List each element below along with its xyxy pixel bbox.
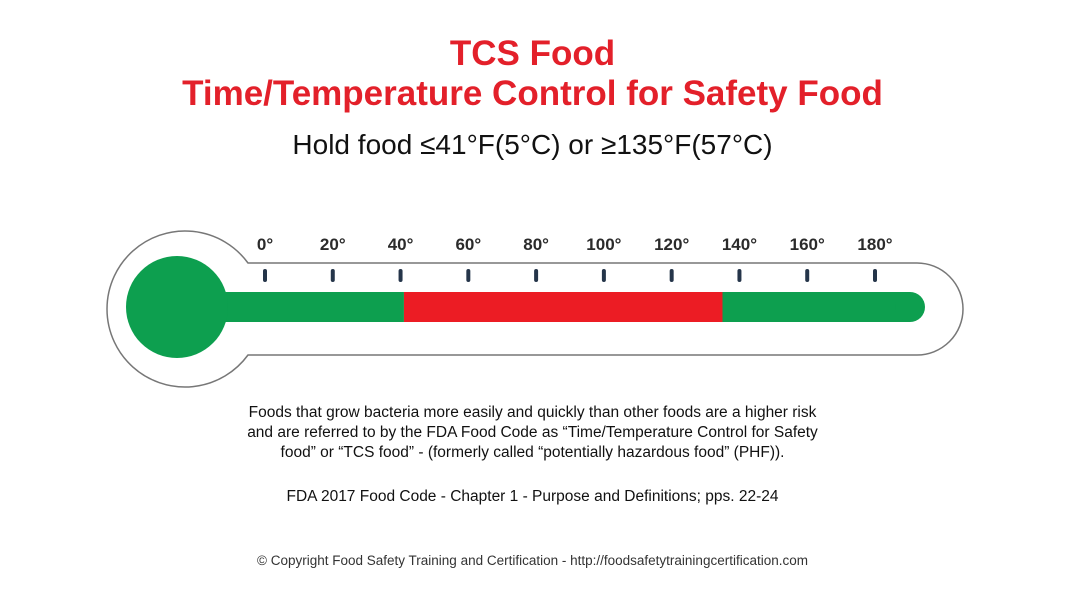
- copyright-notice: © Copyright Food Safety Training and Cer…: [257, 553, 808, 568]
- tick-label: 80°: [523, 235, 549, 254]
- tick-label: 180°: [857, 235, 892, 254]
- title-block: TCS Food Time/Temperature Control for Sa…: [0, 34, 1065, 114]
- tick-mark: [330, 269, 335, 282]
- tick-label: 0°: [257, 235, 273, 254]
- page-title-full: Time/Temperature Control for Safety Food: [182, 74, 883, 113]
- holding-temperature-rule: Hold food ≤41°F(5°C) or ≥135°F(57°C): [292, 129, 773, 160]
- tick-label: 120°: [654, 235, 689, 254]
- tick-label: 20°: [320, 235, 346, 254]
- temperature-scale: 0° 20° 40° 60° 80° 100° 120° 140° 160° 180°: [257, 235, 893, 282]
- description-line: Foods that grow bacteria more easily and…: [248, 404, 817, 421]
- description-line: and are referred to by the FDA Food Code…: [247, 424, 818, 441]
- tick-mark: [669, 269, 674, 282]
- tick-mark: [398, 269, 403, 282]
- zone-danger: [403, 292, 723, 322]
- tick-mark: [805, 269, 810, 282]
- zone-safe-hot: [722, 292, 910, 322]
- tick-mark: [263, 269, 267, 282]
- tcs-description: Foods that grow bacteria more easily and…: [150, 403, 915, 463]
- thermometer-bulb: [126, 256, 228, 358]
- tick-label: 40°: [388, 235, 414, 254]
- tick-label: 160°: [790, 235, 825, 254]
- tick-mark: [466, 269, 471, 282]
- tick-mark: [534, 269, 539, 282]
- tick-label: 100°: [586, 235, 621, 254]
- tick-mark: [601, 269, 606, 282]
- page-title: TCS Food: [449, 34, 616, 73]
- tick-mark: [873, 269, 877, 282]
- citation: FDA 2017 Food Code - Chapter 1 - Purpose…: [286, 488, 779, 505]
- zone-safe-cold: [215, 292, 404, 322]
- description-line: food” or “TCS food” - (formerly called “…: [280, 444, 785, 461]
- temperature-zones: [215, 292, 925, 322]
- tube-end-cap: [895, 292, 925, 322]
- tick-label: 140°: [722, 235, 757, 254]
- tick-label: 60°: [455, 235, 481, 254]
- thermometer-diagram: 0° 20° 40° 60° 80° 100° 120° 140° 160° 180°: [106, 230, 964, 388]
- tick-mark: [737, 269, 742, 282]
